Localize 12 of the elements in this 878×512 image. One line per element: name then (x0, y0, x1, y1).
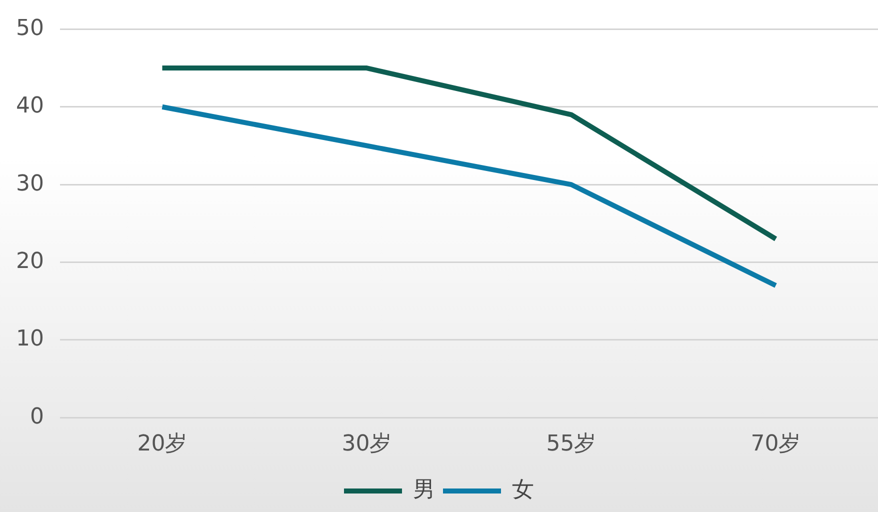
y-tick-label: 20 (16, 248, 44, 274)
x-tick-label: 55岁 (546, 432, 596, 457)
y-tick-label: 10 (16, 326, 44, 352)
x-tick-label: 30岁 (342, 432, 392, 457)
x-tick-label: 70岁 (750, 432, 801, 457)
y-tick-label: 50 (16, 16, 44, 41)
x-tick-label: 20岁 (137, 432, 188, 457)
y-tick-label: 30 (16, 171, 44, 196)
y-tick-label: 40 (16, 94, 44, 119)
legend-label: 男 (413, 478, 435, 503)
y-tick-label: 0 (30, 404, 44, 430)
legend-label: 女 (512, 478, 534, 503)
